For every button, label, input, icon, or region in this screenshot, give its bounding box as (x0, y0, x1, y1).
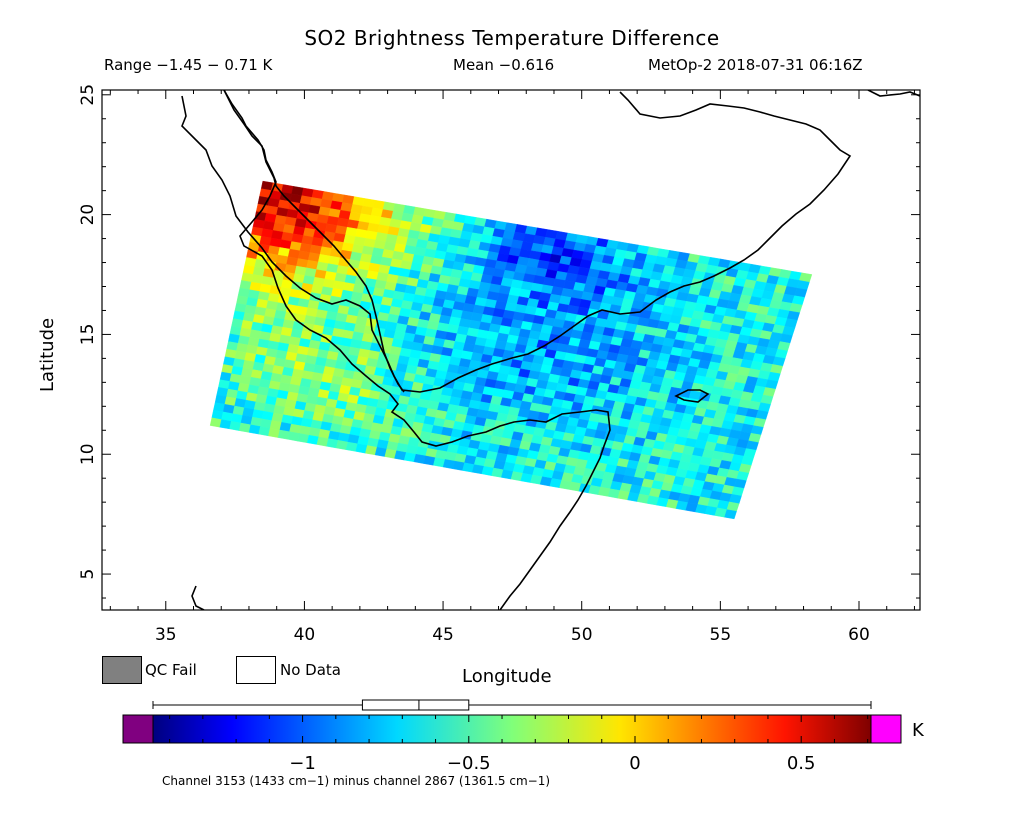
x-axis-label: Longitude (462, 666, 552, 687)
swath-pixel (209, 417, 222, 428)
x-tick-label: 40 (294, 625, 316, 645)
socotra-island (674, 389, 710, 403)
colorbar-unit: K (912, 720, 924, 741)
qc-fail-swatch (102, 656, 142, 684)
x-tick-label: 60 (848, 625, 870, 645)
coastline-red-sea-east (223, 90, 405, 393)
swath-pixel (306, 434, 319, 445)
y-tick-label: 20 (78, 204, 98, 226)
mean-label: Mean −0.616 (453, 56, 555, 74)
y-tick-label: 10 (78, 443, 98, 465)
swath-pixel (297, 433, 310, 444)
swath-pixel (239, 422, 251, 433)
channel-caption: Channel 3153 (1433 cm−1) minus channel 2… (162, 774, 551, 788)
satellite-time-label: MetOp-2 2018-07-31 06:16Z (648, 56, 863, 74)
swath-pixel (248, 424, 261, 435)
no-data-label: No Data (280, 661, 341, 679)
colorbar-ticks: −1 −0.5 0 0.5 (169, 715, 869, 774)
colorbar-gradient (152, 714, 872, 744)
coastline-gulf-oman (867, 90, 920, 97)
y-tick-label: 25 (78, 84, 98, 106)
coastline-sw-corner (191, 585, 205, 610)
coastline-arabia (181, 91, 852, 393)
plot-title: SO2 Brightness Temperature Difference (304, 26, 720, 50)
so2-swath (209, 180, 813, 520)
colorbar-tick-label: 0.5 (787, 753, 816, 774)
y-tick-label: 5 (78, 569, 98, 580)
x-axis-ticks: 35 40 45 50 55 60 (109, 90, 915, 645)
y-axis-label: Latitude (37, 317, 58, 392)
swath-pixel (724, 509, 737, 520)
no-data-swatch (236, 656, 276, 684)
colorbar-under (122, 714, 154, 744)
colorbar-tick-label: −1 (289, 753, 316, 774)
map-frame (101, 89, 921, 611)
swath-pixel (326, 438, 339, 449)
y-axis-ticks: 5 10 15 20 25 (78, 84, 920, 599)
colorbar-tick-label: 0 (629, 753, 640, 774)
x-tick-label: 55 (710, 625, 732, 645)
swath-pixel (219, 419, 232, 430)
x-tick-label: 50 (571, 625, 593, 645)
coastline-africa-west (223, 90, 611, 610)
boxplot-box (361, 699, 470, 711)
swath-pixel (277, 429, 290, 440)
swath-pixel (268, 427, 281, 438)
colorbar: −1 −0.5 0 0.5 (122, 699, 902, 774)
y-tick-label: 15 (78, 324, 98, 346)
swath-pixel (229, 421, 242, 431)
colorbar-over (870, 714, 902, 744)
swath-pixel (287, 431, 300, 442)
x-tick-label: 35 (155, 625, 177, 645)
colorbar-tick-label: −0.5 (447, 753, 491, 774)
x-tick-label: 45 (432, 625, 454, 645)
range-label: Range −1.45 − 0.71 K (104, 56, 273, 74)
colorbar-boxplot (152, 699, 872, 711)
swath-pixel (316, 436, 329, 447)
coastlines (181, 90, 920, 610)
swath-pixel (258, 426, 271, 437)
qc-fail-label: QC Fail (145, 661, 197, 679)
